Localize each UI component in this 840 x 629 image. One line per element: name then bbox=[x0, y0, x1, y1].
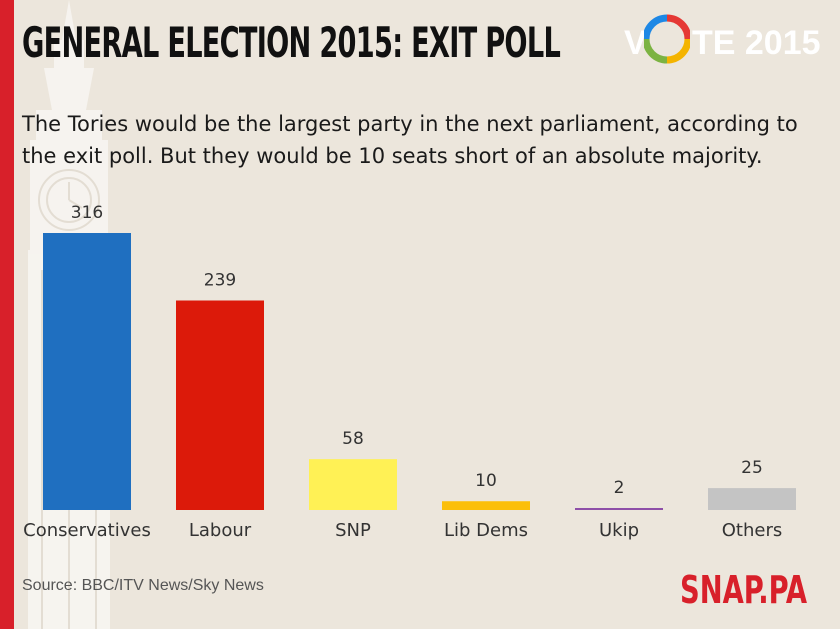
category-label-ukip: Ukip bbox=[599, 520, 639, 541]
category-label-others: Others bbox=[722, 520, 783, 541]
category-label-lib-dems: Lib Dems bbox=[444, 520, 528, 541]
value-label-snp: 58 bbox=[342, 429, 364, 449]
value-label-others: 25 bbox=[741, 458, 763, 478]
category-label-snp: SNP bbox=[335, 520, 371, 541]
vote-ring-icon bbox=[644, 14, 690, 64]
snap-pa-logo: SNAP.PA bbox=[680, 568, 808, 612]
bar-labour bbox=[176, 300, 264, 510]
bar-ukip bbox=[575, 508, 663, 510]
page-title: GENERAL ELECTION 2015: EXIT POLL bbox=[22, 18, 561, 67]
value-label-lib-dems: 10 bbox=[475, 471, 497, 491]
value-label-labour: 239 bbox=[204, 270, 236, 290]
chart-subtitle: The Tories would be the largest party in… bbox=[22, 112, 798, 168]
category-label-conservatives: Conservatives bbox=[23, 520, 151, 541]
category-label-labour: Labour bbox=[189, 520, 252, 541]
bar-conservatives bbox=[43, 233, 131, 510]
vote-2015-logo: V TE 2015 bbox=[620, 12, 832, 70]
logo-text-end: TE 2015 bbox=[692, 24, 821, 62]
value-label-ukip: 2 bbox=[614, 478, 625, 498]
logo-text-start: V bbox=[624, 24, 647, 62]
red-side-stripe bbox=[0, 0, 14, 629]
source-note: Source: BBC/ITV News/Sky News bbox=[22, 577, 264, 594]
bar-snp bbox=[309, 459, 397, 510]
value-label-conservatives: 316 bbox=[71, 203, 103, 223]
bar-lib-dems bbox=[442, 501, 530, 510]
bar-others bbox=[708, 488, 796, 510]
